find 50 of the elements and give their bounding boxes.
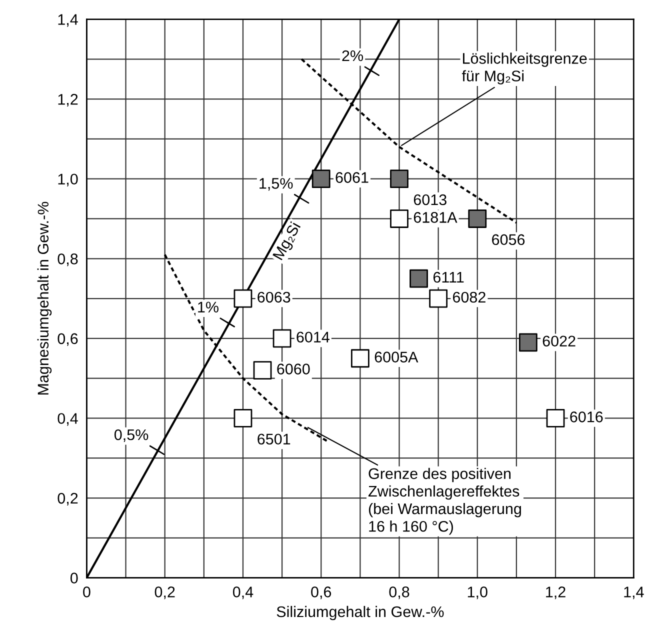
annotation: 1,5% bbox=[260, 178, 293, 191]
annotation: 6022 bbox=[542, 336, 576, 347]
annotation: 6005A bbox=[374, 352, 418, 362]
annotation: 6013 bbox=[414, 194, 446, 206]
y-tick-label: 1,2 bbox=[58, 94, 78, 107]
x-tick-label: 1,2 bbox=[546, 586, 566, 600]
x-tick-label: 1,0 bbox=[468, 586, 488, 600]
annotation: 6056 bbox=[492, 234, 525, 246]
point bbox=[410, 269, 428, 288]
x-tick-label: 0,6 bbox=[311, 586, 332, 600]
point bbox=[234, 409, 252, 428]
annotation: 6016 bbox=[570, 412, 603, 422]
point bbox=[468, 210, 487, 228]
y-axis-title: Magnesiumgehalt in Gew.-% bbox=[37, 202, 52, 395]
y-tick-label: 0,4 bbox=[58, 413, 78, 426]
annotation: 0,5% bbox=[114, 429, 148, 442]
annotation: 6061 bbox=[336, 172, 368, 183]
annotation: Grenze des positiven Zwischenlagereffektes (bei Warmauslagerung 16 h 160 °C) bbox=[368, 468, 521, 535]
annotation: 6063 bbox=[258, 292, 290, 303]
x-axis-title: Siliziumgehalt in Gew.-% bbox=[276, 606, 444, 620]
y-tick-label: 0,2 bbox=[58, 492, 78, 506]
x-tick-label: 1,4 bbox=[624, 586, 644, 600]
y-tick-label: 0 bbox=[70, 572, 78, 584]
y-tick-label: 0,6 bbox=[58, 333, 78, 346]
point bbox=[350, 349, 370, 368]
annotation: 1% bbox=[198, 302, 218, 312]
point bbox=[390, 170, 408, 188]
point bbox=[518, 333, 538, 352]
point bbox=[234, 289, 252, 308]
point bbox=[312, 170, 330, 188]
y-tick-label: 1,4 bbox=[58, 14, 78, 27]
y-tick-label: 0,8 bbox=[58, 254, 78, 266]
x-tick-label: 0,4 bbox=[232, 586, 254, 600]
annotation: 6181A bbox=[414, 212, 458, 223]
point bbox=[546, 409, 565, 428]
annotation: Löslichkeitsgrenze für Mg₂Si bbox=[462, 52, 587, 84]
annotation: 2% bbox=[342, 50, 364, 62]
x-tick-label: 0 bbox=[83, 586, 90, 598]
x-tick-label: 0,8 bbox=[389, 586, 410, 600]
point bbox=[429, 289, 448, 308]
annotation: 6060 bbox=[277, 364, 310, 374]
annotation: 6501 bbox=[258, 434, 290, 445]
annotation: 6111 bbox=[433, 272, 464, 283]
annotation: 6082 bbox=[452, 292, 486, 303]
y-tick-label: 1,0 bbox=[58, 174, 78, 186]
annotation: 6014 bbox=[296, 332, 330, 343]
x-tick-label: 0,2 bbox=[154, 586, 175, 600]
point bbox=[253, 361, 272, 380]
point bbox=[272, 329, 292, 348]
point bbox=[390, 210, 408, 228]
